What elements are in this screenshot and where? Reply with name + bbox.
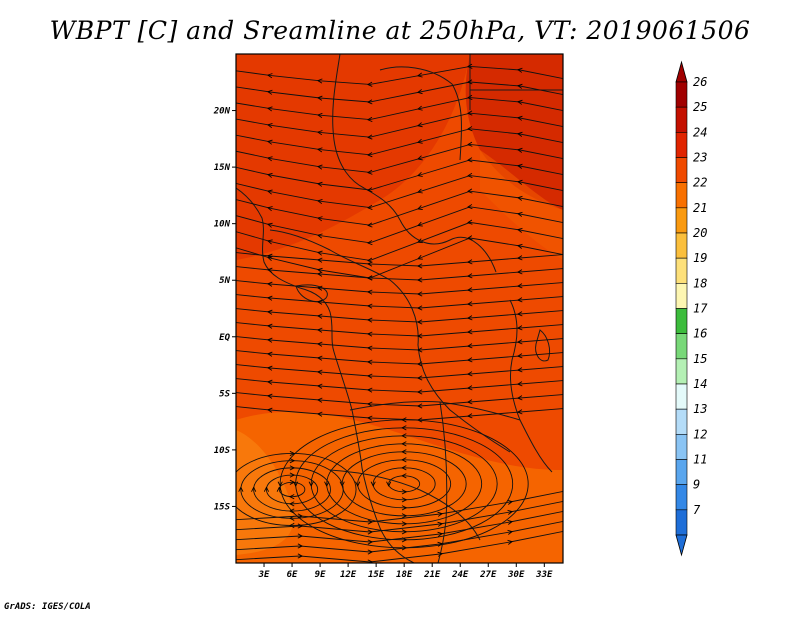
lat-tick-label: 10N [214,220,231,230]
colorbar-swatch [675,132,688,158]
map-panel [235,53,564,564]
lat-tick-label: 20N [213,107,231,117]
streamline [236,252,563,266]
colorbar-swatch [675,232,688,259]
lon-tick-label: 18E [396,570,413,580]
colorbar-swatch [675,333,688,360]
colorbar-swatch [675,81,688,108]
streamline [236,322,563,336]
colorbar-swatch [675,484,688,511]
colorbar-label: 21 [693,201,707,215]
colorbar: 26 25 24 23 22 21 20 19 18 17 16 15 14 13 12 11 9 7 [675,60,708,557]
colorbar-label: 25 [693,100,707,114]
map-frame [235,53,564,564]
colorbar-label: 16 [693,327,707,341]
colorbar-label: 13 [693,402,707,416]
colorbar-label: 9 [693,478,700,492]
colorbar-swatch [675,434,688,460]
lon-tick-label: 21E [423,570,441,580]
lon-tick-label: 15E [368,570,385,580]
streamlines [236,66,563,562]
streamline [236,308,563,322]
credit-label: GrADS: IGES/COLA [4,602,91,612]
lat-tick-label: 15S [214,502,231,512]
colorbar-lower-extend [675,534,688,557]
colorbar-label: 20 [693,226,707,240]
lat-tick-label: 10S [214,446,231,456]
streamline [236,294,563,308]
colorbar-swatch [675,283,688,309]
lon-tick-label: 12E [340,570,357,580]
streamline [236,280,563,294]
colorbar-label: 15 [693,352,707,366]
longitude-axis: 3E 6E 9E 12E 15E 18E 21E 24E 27E 30E 33E [258,563,553,580]
colorbar-label: 11 [693,453,707,467]
streamline [236,266,563,280]
colorbar-swatch [675,383,688,410]
lat-tick-label: 15N [214,163,231,173]
colorbar-swatch [675,308,688,334]
colorbar-upper-extend [675,60,688,83]
colorbar-swatch [675,459,688,485]
colorbar-label: 23 [693,151,707,165]
lon-tick-label: 9E [315,570,326,580]
streamline [236,392,563,406]
colorbar-swatch [675,509,688,536]
lat-tick-label: EQ [219,333,230,343]
colorbar-label: 26 [693,75,707,89]
lon-tick-label: 27E [479,570,497,580]
lon-tick-label: 3E [258,570,270,580]
lon-tick-label: 24E [451,570,469,580]
colorbar-label: 22 [693,176,707,190]
colorbar-swatch [675,408,688,435]
colorbar-swatch [675,106,688,133]
colorbar-swatch [675,207,688,234]
latitude-axis: 20N 15N 10N 5N EQ 5S 10S 15S [213,107,236,512]
colorbar-swatch [675,358,688,385]
lat-tick-label: 5S [219,389,230,399]
lon-tick-label: 33E [535,570,553,580]
colorbar-label: 17 [693,302,708,316]
lat-tick-label: 5N [219,276,230,286]
lon-tick-label: 30E [507,570,525,580]
streamline [236,378,563,392]
lon-tick-label: 6E [287,570,298,580]
streamline [236,336,563,350]
colorbar-label: 19 [693,251,707,265]
colorbar-swatch [675,182,688,209]
colorbar-label: 18 [693,276,707,290]
chart-title: WBPT [C] and Sreamline at 250hPa, VT: 20… [49,16,751,45]
colorbar-swatch [675,157,688,183]
colorbar-label: 12 [693,427,707,441]
streamline [236,364,563,378]
colorbar-label: 7 [693,503,701,517]
colorbar-label: 24 [693,125,707,139]
colorbar-swatch [675,257,688,284]
streamline [236,350,563,364]
streamline [236,530,563,562]
colorbar-label: 14 [693,377,707,391]
